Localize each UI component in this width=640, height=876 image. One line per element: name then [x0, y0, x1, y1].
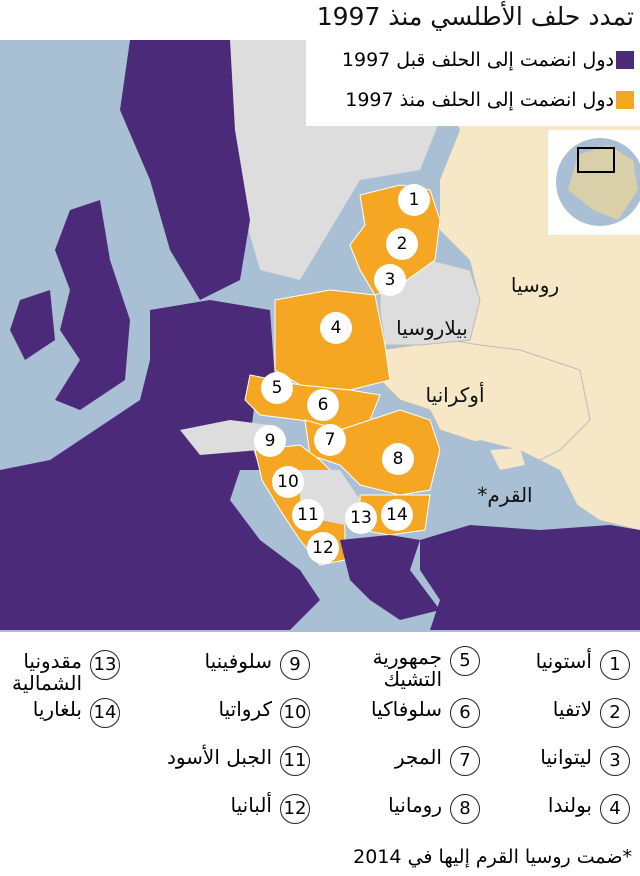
key-number: 4 — [600, 794, 630, 824]
key-8: 8 رومانيا — [388, 794, 480, 824]
legend-swatch-purple — [616, 51, 634, 69]
globe-icon — [556, 138, 640, 226]
key-label: أستونيا — [535, 649, 592, 673]
key-6: 6 سلوفاكيا — [371, 698, 480, 728]
map-marker-14: 14 — [381, 499, 413, 531]
key-label: مقدونيا الشمالية — [12, 649, 82, 695]
key-label: سلوفينيا — [204, 649, 272, 673]
key-label: المجر — [394, 745, 442, 769]
key-number: 1 — [600, 650, 630, 680]
key-number: 9 — [280, 650, 310, 680]
key-label: الجبل الأسود — [166, 745, 272, 769]
key-number: 13 — [90, 650, 120, 680]
key-number: 8 — [450, 794, 480, 824]
greece — [340, 535, 440, 620]
label-russia: روسيا — [510, 273, 560, 297]
key-7: 7 المجر — [395, 746, 480, 776]
key-1: 1 أستونيا — [536, 650, 630, 680]
key-14: 14 بلغاريا — [33, 698, 120, 728]
key-number: 2 — [600, 698, 630, 728]
legend-post-1997: دول انضمت إلى الحلف منذ 1997 — [306, 80, 640, 120]
key-2: 2 لاتفيا — [553, 698, 630, 728]
map-marker-9: 9 — [254, 425, 286, 457]
map-marker-12: 12 — [307, 532, 339, 564]
map-title: تمدد حلف الأطلسي منذ 1997 — [316, 2, 634, 31]
locator-globe — [548, 130, 640, 235]
map-legend: دول انضمت إلى الحلف قبل 1997 دول انضمت إ… — [306, 40, 640, 126]
key-number: 3 — [600, 746, 630, 776]
key-label: بلغاريا — [32, 697, 82, 721]
map-marker-1: 1 — [398, 184, 430, 216]
crimea — [490, 448, 525, 470]
map-marker-10: 10 — [272, 466, 304, 498]
key-number: 12 — [280, 794, 310, 824]
europe-map — [0, 40, 640, 632]
scandinavia-norway — [120, 40, 250, 300]
key-5: 5 جمهورية التشيك — [340, 646, 480, 690]
key-number: 14 — [90, 698, 120, 728]
ireland — [10, 290, 55, 360]
label-ukraine: أوكرانيا — [425, 383, 485, 407]
label-crimea: القرم* — [477, 483, 533, 507]
switzerland-austria — [180, 420, 270, 455]
key-number: 11 — [280, 746, 310, 776]
key-label: كرواتيا — [218, 697, 272, 721]
key-number: 10 — [280, 698, 310, 728]
black-sea-coast — [440, 440, 580, 525]
map-marker-2: 2 — [386, 228, 418, 260]
key-label: رومانيا — [388, 793, 442, 817]
key-label: سلوفاكيا — [370, 697, 442, 721]
map-marker-6: 6 — [307, 389, 339, 421]
key-number: 7 — [450, 746, 480, 776]
key-10: 10 كرواتيا — [219, 698, 310, 728]
uk — [55, 200, 130, 410]
turkey — [420, 525, 640, 630]
key-number: 5 — [450, 646, 480, 676]
map-marker-5: 5 — [261, 372, 293, 404]
key-label: لاتفيا — [552, 697, 592, 721]
key-9: 9 سلوفينيا — [205, 650, 310, 680]
legend-label: دول انضمت إلى الحلف قبل 1997 — [341, 49, 614, 71]
legend-label: دول انضمت إلى الحلف منذ 1997 — [345, 89, 614, 111]
key-3: 3 ليتوانيا — [540, 746, 630, 776]
key-12: 12 ألبانيا — [231, 794, 310, 824]
key-label: ألبانيا — [230, 793, 272, 817]
legend-pre-1997: دول انضمت إلى الحلف قبل 1997 — [306, 40, 640, 80]
map-marker-4: 4 — [320, 312, 352, 344]
key-11: 11 الجبل الأسود — [167, 746, 310, 776]
western-europe — [0, 300, 320, 630]
map-marker-8: 8 — [382, 443, 414, 475]
key-label: ليتوانيا — [540, 745, 592, 769]
map-marker-7: 7 — [314, 424, 346, 456]
footnote: *ضمت روسيا القرم إليها في 2014 — [353, 846, 632, 868]
key-4: 4 بولندا — [548, 794, 630, 824]
key-13: 13 مقدونيا الشمالية — [0, 650, 120, 694]
map-marker-11: 11 — [292, 499, 324, 531]
label-belarus: بيلاروسيا — [396, 316, 468, 340]
legend-swatch-orange — [616, 91, 634, 109]
key-label: بولندا — [547, 793, 592, 817]
map-marker-13: 13 — [345, 502, 377, 534]
key-number: 6 — [450, 698, 480, 728]
key-label: جمهورية التشيك — [372, 645, 442, 691]
map-marker-3: 3 — [374, 264, 406, 296]
